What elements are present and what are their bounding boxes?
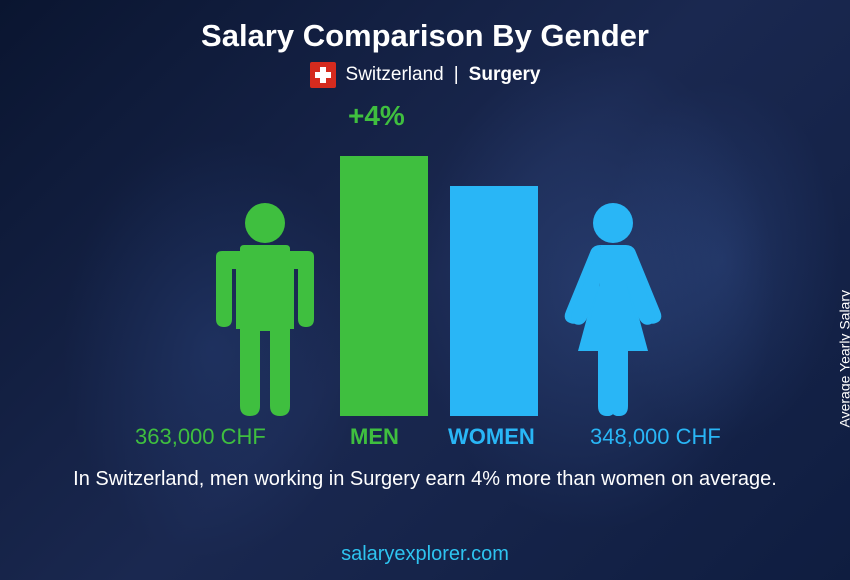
woman-icon <box>558 201 668 416</box>
men-salary-value: 363,000 CHF <box>135 424 266 449</box>
country-label: Switzerland <box>346 64 444 86</box>
separator: | <box>454 64 459 86</box>
men-label: MEN <box>350 424 399 450</box>
page-title: Salary Comparison By Gender <box>30 18 820 54</box>
women-salary: 348,000 CHF <box>590 424 721 450</box>
women-salary-value: 348,000 CHF <box>590 424 721 449</box>
caption-text: In Switzerland, men working in Surgery e… <box>30 466 820 493</box>
women-bar <box>450 186 538 416</box>
field-label: Surgery <box>469 64 541 86</box>
swiss-flag-icon <box>310 62 336 88</box>
y-axis-label: Average Yearly Salary <box>836 290 850 428</box>
women-label: WOMEN <box>448 424 535 450</box>
men-bar <box>340 156 428 416</box>
subtitle-row: Switzerland | Surgery <box>30 62 820 88</box>
footer-link[interactable]: salaryexplorer.com <box>0 543 850 566</box>
men-salary: 363,000 CHF <box>135 424 266 450</box>
main-container: Salary Comparison By Gender Switzerland … <box>0 0 850 580</box>
man-icon <box>210 201 320 416</box>
men-pct-label: +4% <box>348 100 405 132</box>
chart-area: +4% 363,000 CHF MEN <box>30 108 820 458</box>
